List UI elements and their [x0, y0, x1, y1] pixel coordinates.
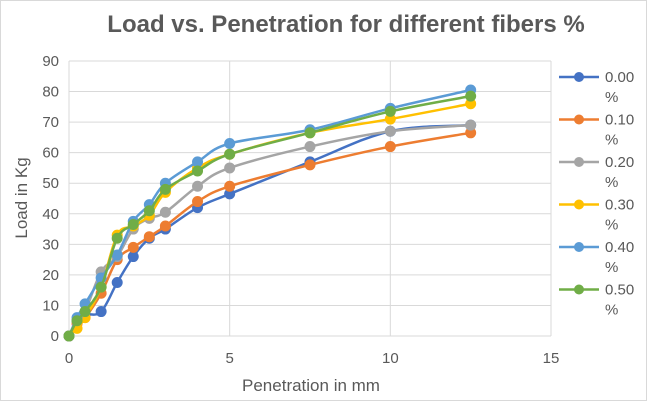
- data-point: [95, 306, 107, 318]
- data-point: [127, 251, 139, 263]
- data-point: [79, 306, 91, 318]
- series-line: [67, 94, 471, 337]
- x-tick-label: 5: [225, 350, 233, 367]
- series-2: [63, 119, 477, 342]
- legend-marker: [574, 242, 584, 252]
- x-tick-label: 15: [543, 350, 560, 367]
- legend-label-unit: %: [605, 174, 618, 191]
- data-point: [159, 220, 171, 232]
- legend-label: 0.30: [605, 197, 634, 214]
- y-tick-label: 0: [51, 328, 59, 345]
- legend-marker: [574, 199, 584, 210]
- data-point: [304, 141, 316, 153]
- x-tick-label: 10: [382, 350, 399, 367]
- series-4: [63, 84, 477, 342]
- legend-marker: [574, 114, 584, 125]
- gridlines: [68, 60, 552, 337]
- data-point: [159, 206, 171, 218]
- x-tick-label: 0: [65, 350, 73, 367]
- data-point: [63, 330, 75, 342]
- data-point: [111, 232, 123, 244]
- data-point: [127, 241, 139, 253]
- data-point: [192, 165, 204, 177]
- data-point: [143, 231, 155, 243]
- data-point: [384, 105, 396, 117]
- x-axis-title: Penetration in mm: [242, 376, 380, 395]
- data-point: [304, 127, 316, 139]
- legend-item: 0.30%: [559, 197, 634, 234]
- legend-item: 0.00%: [559, 69, 634, 106]
- legend-label-unit: %: [605, 302, 618, 319]
- series-3: [63, 98, 477, 342]
- legend-label-unit: %: [605, 89, 618, 106]
- legend-label-unit: %: [605, 259, 618, 276]
- data-point: [111, 249, 123, 261]
- y-axis-title: Load in Kg: [12, 157, 31, 238]
- y-tick-label: 90: [42, 53, 59, 70]
- data-point: [192, 196, 204, 208]
- data-point: [127, 218, 139, 230]
- data-point: [192, 156, 204, 168]
- legend: 0.00%0.10%0.20%0.30%0.40%0.50%: [559, 69, 634, 319]
- data-point: [384, 141, 396, 153]
- data-point: [159, 183, 171, 195]
- series-group: [63, 84, 477, 342]
- data-point: [111, 277, 123, 289]
- legend-label: 0.20: [605, 154, 634, 171]
- legend-item: 0.20%: [559, 154, 634, 191]
- data-point: [71, 315, 83, 327]
- series-0: [63, 119, 477, 342]
- legend-item: 0.50%: [559, 282, 634, 319]
- legend-label: 0.50: [605, 282, 634, 299]
- y-tick-label: 30: [42, 236, 59, 253]
- data-point: [95, 281, 107, 293]
- legend-marker: [574, 284, 584, 295]
- chart-title: Load vs. Penetration for different fiber…: [107, 11, 585, 38]
- data-point: [224, 180, 236, 192]
- y-tick-label: 80: [42, 84, 59, 101]
- y-tick-label: 70: [42, 114, 59, 131]
- legend-label: 0.40: [605, 239, 634, 256]
- data-point: [224, 148, 236, 160]
- y-tick-label: 10: [42, 297, 59, 314]
- legend-label-unit: %: [605, 132, 618, 149]
- data-point: [465, 90, 477, 102]
- tick-labels: 0 10 20 30 40 50 60 70 80 90 0 5 10 15: [42, 53, 559, 367]
- legend-marker: [574, 72, 584, 82]
- legend-item: 0.40%: [559, 239, 634, 276]
- y-tick-label: 50: [42, 175, 59, 192]
- y-tick-label: 60: [42, 145, 59, 162]
- data-point: [465, 119, 477, 131]
- series-5: [63, 90, 477, 342]
- legend-item: 0.10%: [559, 112, 634, 149]
- data-point: [224, 138, 236, 149]
- data-point: [304, 159, 316, 171]
- data-point: [384, 125, 396, 137]
- legend-label-unit: %: [605, 217, 618, 234]
- data-point: [192, 180, 204, 192]
- legend-label: 0.10: [605, 112, 634, 129]
- legend-marker: [574, 157, 584, 167]
- legend-label: 0.00: [605, 69, 634, 86]
- y-tick-label: 40: [42, 206, 59, 223]
- data-point: [143, 205, 155, 217]
- y-tick-label: 20: [42, 267, 59, 284]
- data-point: [224, 162, 236, 174]
